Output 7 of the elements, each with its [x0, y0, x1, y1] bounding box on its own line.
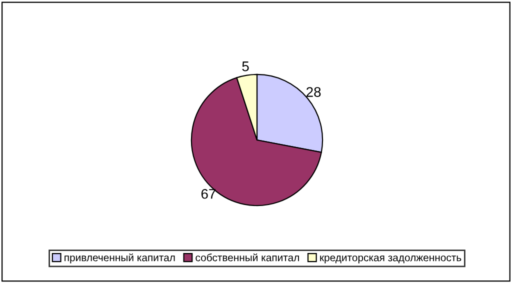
data-label: 28	[306, 87, 321, 97]
legend-label: кредиторская задолженность	[320, 256, 462, 264]
data-label: 5	[242, 62, 249, 72]
data-label: 67	[201, 188, 216, 199]
pie-slice	[190, 77, 322, 206]
legend-label: собственный капитал	[196, 253, 299, 262]
legend-label: привлеченный капитал	[64, 253, 175, 264]
